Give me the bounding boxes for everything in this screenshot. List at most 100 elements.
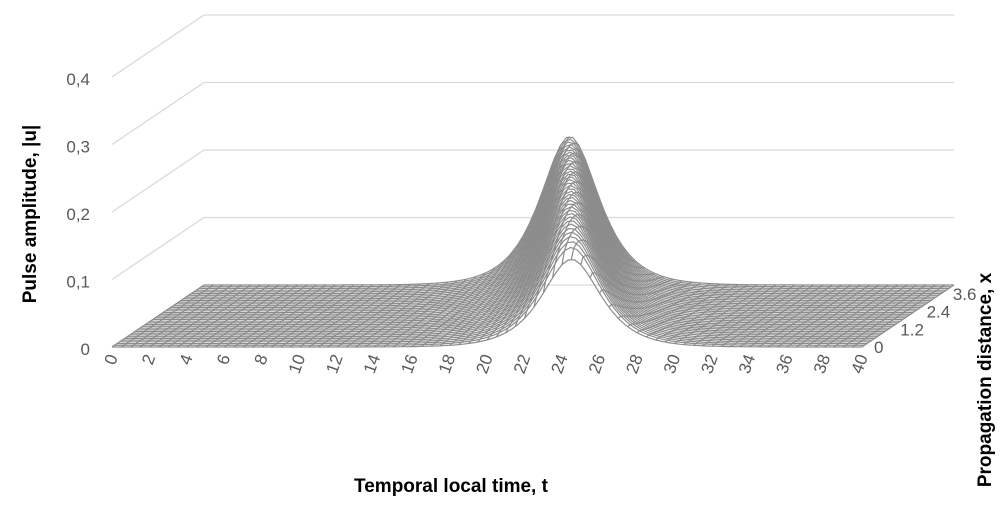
x-tick-label: 0 — [101, 352, 122, 367]
wall-gridline — [111, 149, 954, 213]
surface-line-t — [111, 284, 205, 348]
surface-line-t — [861, 284, 955, 348]
x-tick-label: 34 — [735, 352, 759, 376]
surface-line-t — [533, 191, 627, 308]
surface-line-t — [402, 267, 496, 348]
y-axis-title: Propagation distance, x — [975, 272, 996, 487]
surface-line-t — [346, 282, 439, 348]
surface-line-t — [683, 284, 777, 346]
surface-line-t — [224, 284, 317, 348]
x-tick-label: 6 — [213, 352, 234, 367]
surface-line-t — [692, 284, 786, 346]
z-tick-label: 0 — [81, 340, 90, 359]
surface-line-t — [852, 284, 945, 348]
z-tick-label: 0,3 — [66, 138, 90, 157]
surface-line-t — [805, 284, 899, 348]
surface-line-t — [355, 281, 449, 348]
surface-line-t — [786, 284, 880, 348]
surface-line-t — [205, 284, 299, 348]
surface-line-t — [833, 284, 927, 348]
surface-line-t — [317, 283, 411, 348]
surface-line-t — [364, 280, 458, 348]
wall-gridline — [111, 81, 954, 146]
surface-line-t — [589, 272, 683, 296]
surface-line-t — [739, 284, 833, 348]
x-tick-label: 30 — [660, 352, 684, 376]
y-axis-ticks: 0 1.22.43.6 — [874, 285, 976, 357]
x-tick-label: 8 — [251, 352, 272, 367]
surface-line-t — [392, 272, 486, 348]
x-tick-label: 38 — [810, 352, 834, 376]
x-tick-label: 22 — [510, 352, 534, 376]
surface-line-t — [374, 278, 467, 348]
surface-line-t — [252, 284, 345, 348]
surface-line-t — [749, 284, 842, 348]
surface-line-t — [580, 254, 674, 289]
y-tick-label: 1.2 — [900, 320, 924, 339]
surface-line-t — [214, 284, 308, 348]
surface-line-t — [514, 171, 608, 327]
surface-line-t — [261, 284, 355, 348]
surface-line-t — [186, 284, 280, 348]
surface-line-t — [139, 284, 233, 348]
x-tick-label: 20 — [472, 352, 496, 376]
surface-plot — [111, 136, 955, 348]
x-tick-label: 40 — [847, 352, 871, 376]
surface-line-t — [711, 284, 805, 347]
surface-line-t — [664, 284, 758, 343]
z-axis-ticks: 0 0,1 0,2 0,3 0,4 — [66, 70, 90, 359]
surface-line-t — [439, 217, 533, 347]
surface-line-t — [552, 213, 645, 278]
surface-line-t — [299, 284, 392, 348]
surface-line-t — [599, 281, 692, 303]
x-tick-label: 12 — [322, 352, 346, 376]
surface-line-t — [674, 284, 767, 344]
x-tick-label: 2 — [138, 352, 159, 367]
surface-line-t — [636, 283, 730, 334]
surface-line-t — [327, 283, 420, 348]
surface-line-t — [130, 284, 224, 348]
surface-line-t — [158, 284, 252, 348]
surface-line-t — [814, 284, 908, 348]
surface-line-t — [430, 236, 524, 347]
y-tick-label: 0 — [874, 338, 883, 357]
surface-line-t — [121, 284, 214, 348]
y-tick-label: 2.4 — [927, 303, 951, 322]
z-tick-label: 0,1 — [66, 273, 90, 292]
z-tick-label: 0,2 — [66, 205, 90, 224]
surface-line-t — [177, 284, 270, 348]
surface-line-t — [411, 260, 505, 348]
surface-line-t — [271, 284, 364, 348]
surface-line-t — [196, 284, 289, 348]
surface-line-t — [242, 284, 336, 348]
surface-line-t — [477, 136, 571, 343]
surface-line-t — [495, 152, 589, 338]
surface-line-t — [523, 181, 617, 319]
x-tick-label: 32 — [697, 352, 721, 376]
x-axis-title: Temporal local time, t — [354, 476, 549, 497]
surface-line-t — [777, 284, 870, 348]
wall-gridline — [111, 14, 954, 78]
x-tick-label: 36 — [772, 352, 796, 376]
z-tick-label: 0,4 — [66, 70, 90, 89]
surface-line-t — [486, 142, 580, 341]
surface-line-t — [570, 239, 664, 282]
surface-line-t — [149, 284, 242, 348]
x-tick-label: 24 — [547, 352, 571, 376]
surface-line-t — [458, 167, 552, 346]
surface-line-t — [280, 284, 374, 348]
surface-line-t — [796, 284, 889, 348]
surface-line-t — [646, 283, 739, 338]
surface-line-t — [289, 284, 383, 348]
surface-line-t — [842, 284, 936, 348]
y-tick-label: 3.6 — [953, 285, 977, 304]
surface-line-t — [561, 225, 655, 276]
surface-line-t — [383, 276, 477, 348]
x-tick-label: 16 — [397, 352, 421, 376]
surface-line-t — [721, 284, 814, 347]
surface-line-t — [421, 250, 514, 347]
z-axis-title: Pulse amplitude, |u| — [20, 125, 41, 304]
surface-line-t — [467, 145, 561, 344]
surface-line-t — [758, 284, 852, 348]
surface-line-t — [702, 284, 795, 347]
